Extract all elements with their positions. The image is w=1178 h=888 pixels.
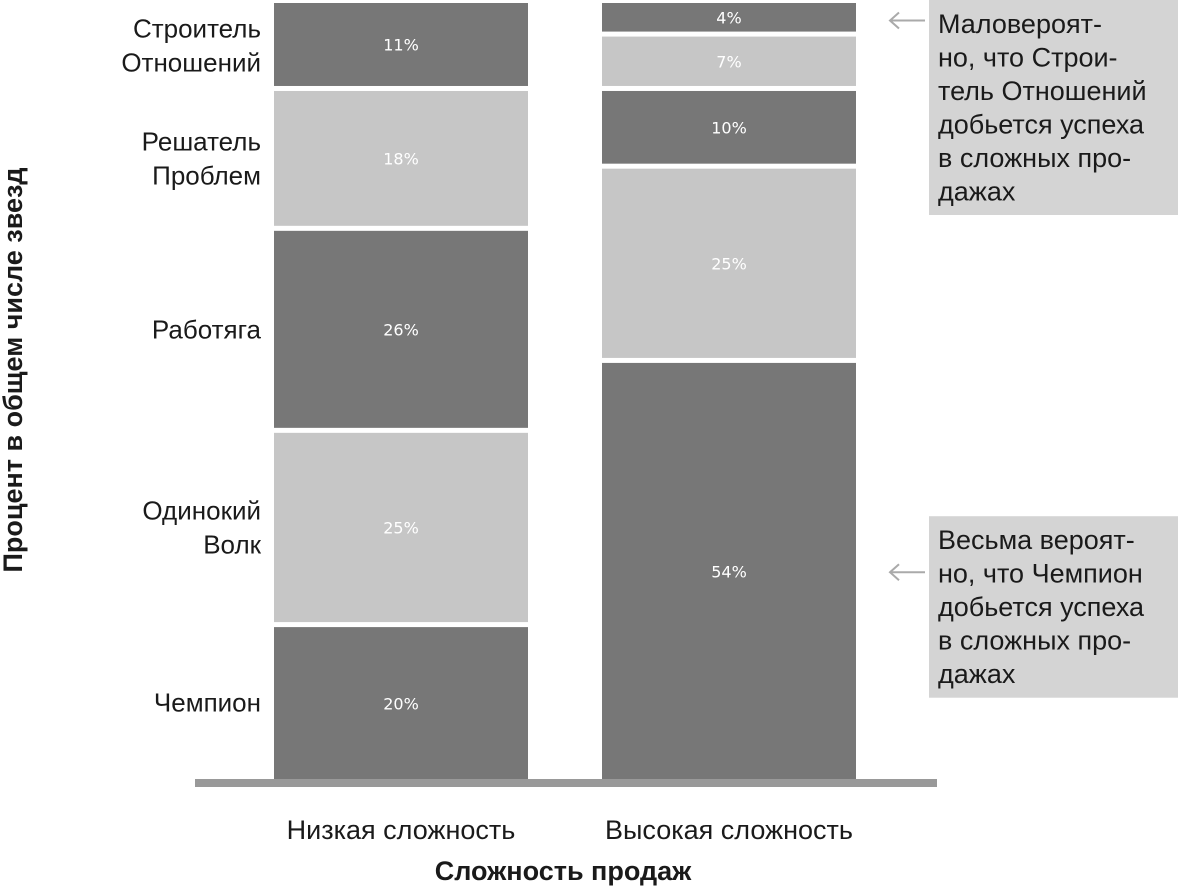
series-name-label: Работяга [152, 314, 262, 344]
bar-segment [602, 362, 856, 780]
series-name-label: Одинокий Волк [142, 495, 261, 559]
arrow-head-icon [888, 11, 900, 30]
segment-value-label: 10% [711, 118, 747, 137]
annotations-layer: Маловероят-но, что Строи-тель Отношений д… [888, 0, 1178, 698]
annotation-text: Маловероят-но, что Строи-тель Отношений д… [938, 9, 1147, 207]
bars-layer [274, 3, 856, 780]
bar-segment [602, 36, 856, 86]
annotation-text: Весьма вероят-но, что Чемпион добьется ус… [938, 525, 1145, 689]
bar-segment [602, 168, 856, 358]
annotation-box [929, 516, 1178, 698]
segment-value-label: 7% [716, 52, 741, 71]
series-name-label: Строитель Отношений [121, 14, 261, 78]
arrow-head-icon [888, 563, 900, 581]
annotation: Весьма вероят-но, что Чемпион добьется ус… [888, 516, 1178, 698]
annotation: Маловероят-но, что Строи-тель Отношений д… [888, 0, 1178, 215]
segment-value-label: 18% [383, 149, 419, 168]
x-tick-label: Низкая сложность [287, 815, 516, 845]
series-name-label: Чемпион [154, 687, 261, 717]
segment-value-label: 4% [716, 8, 741, 27]
x-tick-labels: Низкая сложность Высокая сложность [287, 815, 853, 845]
bar-segment [274, 627, 528, 780]
segment-value-label: 11% [383, 35, 419, 54]
bar-segment [602, 90, 856, 164]
segment-value-labels: 20% 25% 26% 18% 11% 54% 25% 10% 7% 4% [383, 8, 747, 713]
bar-segment [274, 90, 528, 226]
y-axis-title: Процент в общем числе звезд [0, 167, 28, 572]
segment-value-label: 25% [711, 254, 747, 273]
segment-value-label: 20% [383, 695, 419, 714]
segment-value-label: 26% [383, 320, 419, 339]
x-axis-title: Сложность продаж [435, 856, 692, 886]
segment-value-label: 54% [711, 562, 747, 581]
bar-segment [274, 230, 528, 428]
segment-value-label: 25% [383, 518, 419, 537]
x-tick-label: Высокая сложность [605, 815, 853, 845]
annotation-box [929, 0, 1178, 215]
bar-segment [274, 432, 528, 623]
bar-segment [602, 3, 856, 32]
series-name-label: Решатель Проблем [142, 126, 261, 190]
bar-segment [274, 3, 528, 86]
series-name-labels: Чемпион Одинокий Волк Работяга Решатель Пробл… [121, 14, 261, 718]
